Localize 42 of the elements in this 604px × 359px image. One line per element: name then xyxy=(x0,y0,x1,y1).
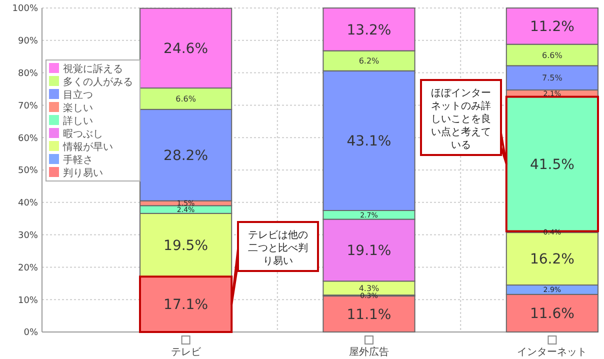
legend-label: 多くの人がみる xyxy=(63,76,133,88)
y-tick-label: 20% xyxy=(18,263,38,274)
data-label: 6.2% xyxy=(358,56,380,66)
y-tick-label: 90% xyxy=(18,36,38,47)
data-label: 6.6% xyxy=(176,94,196,104)
data-label: 41.5% xyxy=(530,156,574,173)
data-label: 43.1% xyxy=(346,134,392,150)
legend-label: 暇つぶし xyxy=(63,129,103,140)
annotation: テレビは他の二つと比べ判り易い xyxy=(248,229,308,267)
data-label: 17.1% xyxy=(164,297,208,314)
legend-label: 視覚に訴える xyxy=(63,63,123,75)
y-tick-label: 10% xyxy=(18,296,38,306)
data-label: 11.6% xyxy=(530,306,574,322)
legend-label: 情報が早い xyxy=(62,141,113,153)
legend-label: 手軽さ xyxy=(63,154,93,166)
data-label: 16.2% xyxy=(530,252,574,268)
legend-label: 詳しい xyxy=(63,115,93,127)
x-tick-label: インターネット xyxy=(517,347,588,358)
y-tick-label: 100% xyxy=(12,4,38,14)
legend-label: 判り易い xyxy=(63,167,103,179)
annotation: ほぼインターネットのみ詳しいことを良い点と考えている xyxy=(431,88,491,151)
data-label: 28.2% xyxy=(164,148,208,164)
x-tick-label: 屋外広告 xyxy=(349,346,389,358)
data-label: 19.5% xyxy=(164,238,208,254)
y-tick-label: 0% xyxy=(24,328,38,338)
data-label: 7.5% xyxy=(542,74,563,83)
legend-label: 目立つ xyxy=(63,89,93,101)
data-label: 24.6% xyxy=(164,41,208,58)
data-label: 4.3% xyxy=(358,284,380,293)
data-label: 19.1% xyxy=(346,243,392,260)
x-tick-label: テレビ xyxy=(170,347,202,358)
y-tick-label: 50% xyxy=(18,166,38,176)
y-tick-label: 60% xyxy=(18,134,38,144)
data-label: 11.1% xyxy=(346,306,392,323)
y-tick-label: 80% xyxy=(18,68,38,79)
y-tick-label: 40% xyxy=(18,198,38,209)
legend-label: 楽しい xyxy=(63,102,93,114)
y-tick-label: 30% xyxy=(18,230,38,241)
data-label: 13.2% xyxy=(346,22,392,38)
data-label: 6.6% xyxy=(542,50,563,60)
y-tick-label: 70% xyxy=(18,101,38,112)
data-label: 11.2% xyxy=(530,19,574,36)
